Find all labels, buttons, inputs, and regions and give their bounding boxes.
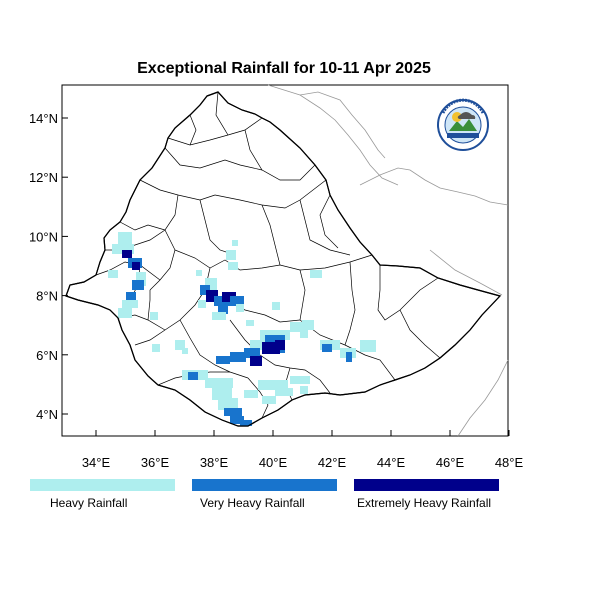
- longitude-axis: 34°E 36°E 38°E 40°E 42°E 44°E 46°E 48°E: [82, 430, 524, 470]
- rainfall-cell-extreme: [275, 340, 285, 350]
- rainfall-cell-extreme: [132, 262, 140, 270]
- rainfall-cell-heavy: [108, 270, 118, 278]
- rainfall-cell-heavy: [302, 320, 314, 330]
- legend-label-extreme: Extremely Heavy Rainfall: [357, 496, 492, 510]
- lon-tick-label: 38°E: [200, 455, 229, 470]
- rainfall-cell-heavy: [218, 398, 238, 410]
- rainfall-cell-heavy: [152, 344, 160, 352]
- rainfall-cell-heavy: [236, 304, 244, 312]
- lon-tick-label: 46°E: [436, 455, 465, 470]
- rainfall-cell-very-heavy: [230, 352, 246, 362]
- lat-tick-label: 14°N: [29, 111, 58, 126]
- rainfall-cell-heavy: [262, 396, 276, 404]
- rainfall-cell-heavy: [290, 376, 310, 384]
- rainfall-cell-heavy: [212, 312, 226, 320]
- rainfall-cell-extreme: [222, 292, 236, 302]
- rainfall-cell-very-heavy: [240, 420, 252, 426]
- plot-frame: [61, 84, 509, 437]
- lat-tick-label: 4°N: [36, 407, 58, 422]
- rainfall-cell-heavy: [175, 340, 185, 350]
- rainfall-cell-very-heavy: [346, 352, 352, 362]
- rainfall-cell-heavy: [258, 380, 288, 390]
- legend-swatch-heavy: [30, 479, 175, 491]
- lon-tick-label: 40°E: [259, 455, 288, 470]
- rainfall-cell-heavy: [198, 300, 206, 308]
- lon-tick-label: 34°E: [82, 455, 111, 470]
- lon-tick-label: 44°E: [377, 455, 406, 470]
- rainfall-cell-heavy: [272, 302, 280, 310]
- rainfall-cell-very-heavy: [244, 348, 260, 358]
- rainfall-cell-heavy: [246, 320, 254, 326]
- rainfall-cell-very-heavy: [322, 344, 332, 352]
- rainfall-layer: [108, 232, 376, 426]
- rainfall-cell-heavy: [196, 270, 202, 276]
- rainfall-cell-extreme: [122, 250, 132, 258]
- rainfall-cell-heavy: [232, 240, 238, 246]
- rainfall-cell-heavy: [360, 340, 376, 352]
- legend-label-very-heavy: Very Heavy Rainfall: [200, 496, 305, 510]
- rainfall-cell-heavy: [250, 340, 268, 350]
- rainfall-cell-very-heavy: [188, 372, 198, 380]
- rainfall-cell-very-heavy: [224, 408, 242, 416]
- lat-tick-label: 8°N: [36, 289, 58, 304]
- rainfall-cell-heavy: [275, 388, 293, 396]
- rainfall-cell-extreme: [250, 356, 262, 366]
- rainfall-cell-heavy: [310, 270, 322, 278]
- neighbor-boundaries: [267, 84, 509, 437]
- rainfall-cell-heavy: [122, 300, 138, 308]
- country-boundary-overlay: [65, 91, 502, 427]
- lat-tick-label: 12°N: [29, 170, 58, 185]
- rainfall-cell-heavy: [228, 262, 238, 270]
- ethiopian-meteorology-institute-logo: [437, 98, 489, 151]
- lat-tick-label: 10°N: [29, 229, 58, 244]
- lon-tick-label: 36°E: [141, 455, 170, 470]
- rainfall-cell-heavy: [290, 322, 308, 332]
- rainfall-cell-heavy: [205, 378, 233, 388]
- rainfall-cell-heavy: [226, 250, 236, 260]
- rainfall-cell-heavy: [212, 386, 232, 400]
- rainfall-cell-heavy: [150, 312, 158, 320]
- legend-swatch-extreme: [354, 479, 499, 491]
- rainfall-cell-heavy: [300, 386, 308, 394]
- map-title: Exceptional Rainfall for 10-11 Apr 2025: [137, 60, 431, 77]
- rainfall-cell-heavy: [182, 348, 188, 354]
- rainfall-cell-heavy: [118, 232, 132, 244]
- rainfall-cell-very-heavy: [216, 356, 230, 364]
- lon-tick-label: 48°E: [495, 455, 524, 470]
- latitude-axis: 14°N 12°N 10°N 8°N 6°N 4°N: [29, 111, 68, 422]
- rainfall-cell-heavy: [118, 308, 132, 318]
- rainfall-cell-very-heavy: [126, 292, 136, 304]
- rainfall-cell-very-heavy: [132, 280, 144, 290]
- lon-tick-label: 42°E: [318, 455, 347, 470]
- lat-tick-label: 6°N: [36, 348, 58, 363]
- rainfall-cell-heavy: [300, 330, 308, 338]
- rainfall-cell-very-heavy: [218, 306, 228, 314]
- legend-label-heavy: Heavy Rainfall: [50, 496, 128, 510]
- legend-swatch-very-heavy: [192, 479, 337, 491]
- rainfall-cell-heavy: [136, 272, 146, 286]
- rainfall-cell-heavy: [244, 390, 258, 398]
- rainfall-cell-very-heavy: [230, 296, 244, 304]
- rainfall-cell-very-heavy: [200, 285, 210, 295]
- rainfall-cell-very-heavy: [230, 416, 244, 424]
- rainfall-cell-heavy: [112, 244, 134, 254]
